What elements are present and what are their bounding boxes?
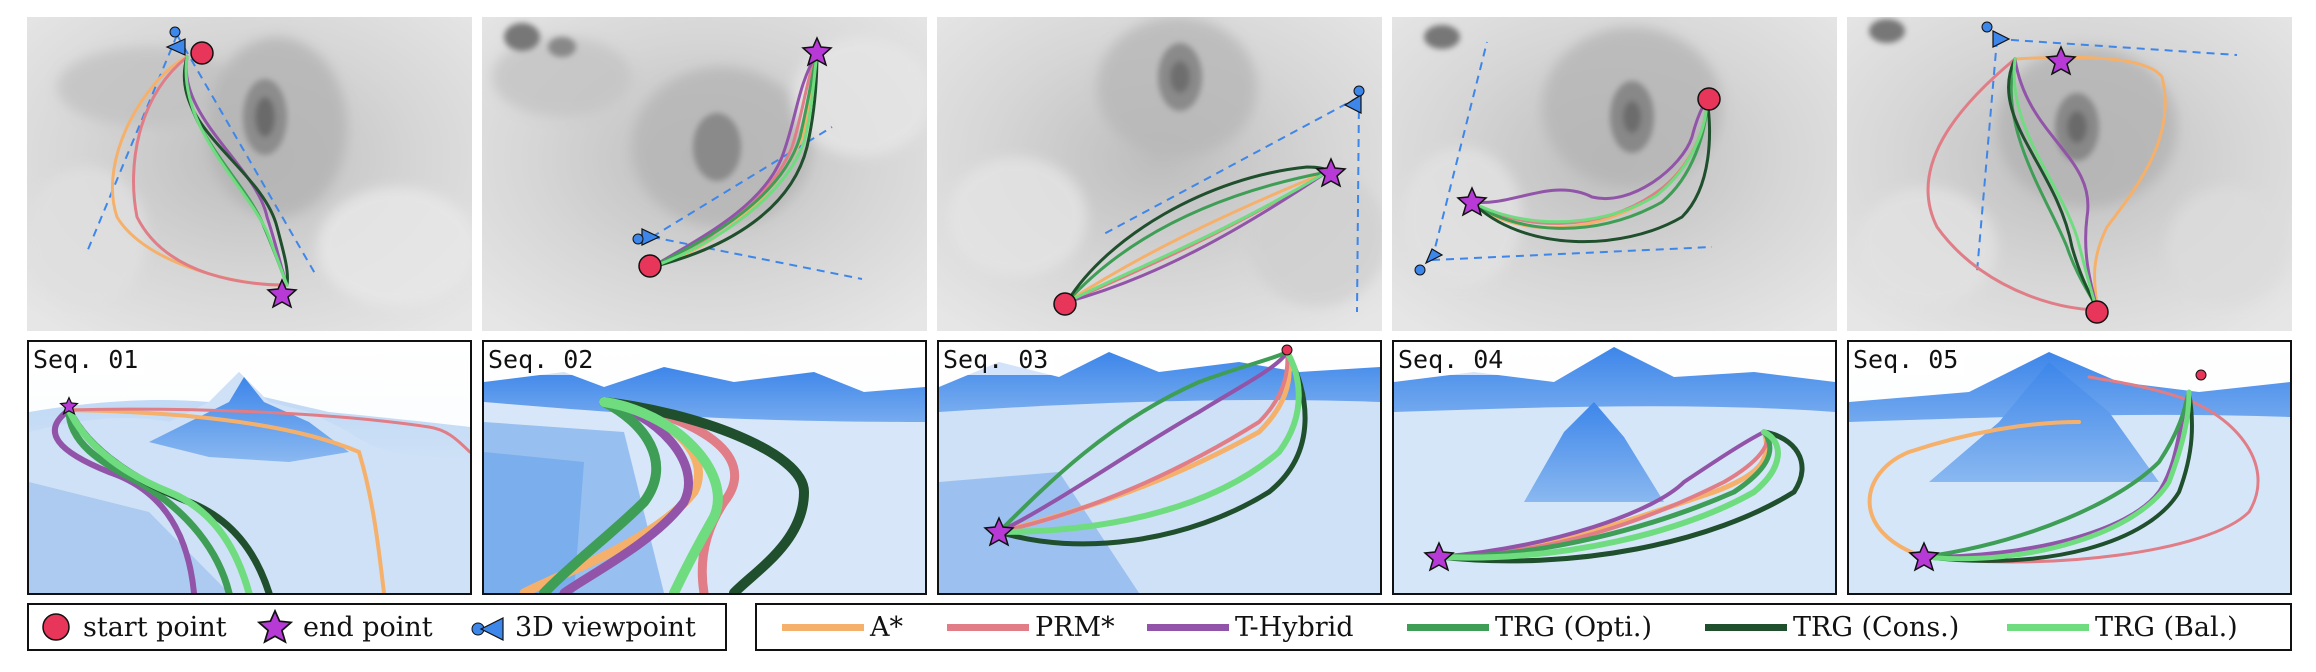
legend-line — [1705, 623, 1787, 631]
viewpoint-icon — [165, 26, 186, 56]
legend-label: TRG (Cons.) — [1793, 611, 1960, 643]
legend-label: 3D viewpoint — [515, 611, 696, 643]
map-panel-seq-05 — [1847, 17, 2292, 331]
legend-label: end point — [303, 611, 433, 643]
viewpoint-icon — [632, 228, 661, 246]
legend-item-trg-bal: TRG (Bal.) — [2007, 605, 2238, 649]
view-frustum-lines — [1431, 41, 1713, 261]
view3d-panel-seq-03: Seq. 03 — [937, 340, 1382, 595]
legend-line — [1147, 623, 1229, 631]
paths — [1470, 97, 1711, 244]
viewpoint-icon — [1414, 248, 1444, 276]
map-panel-seq-01 — [27, 17, 472, 331]
paths — [650, 51, 819, 269]
start-point-icon — [1697, 87, 1721, 111]
paths — [1926, 55, 2167, 311]
viewpoint-icon — [471, 617, 504, 641]
sequence-label: Seq. 05 — [1851, 343, 1965, 375]
map-panel-seq-04 — [1392, 17, 1837, 331]
view3d-panel-seq-05: Seq. 05 — [1847, 340, 2292, 595]
legend-item-viewpoint: 3D viewpoint — [471, 605, 696, 649]
view-frustum-lines — [1976, 38, 2238, 273]
markers-legend: start point end point 3D viewpoint — [27, 603, 727, 651]
map-panel-seq-02 — [482, 17, 927, 331]
start-point-icon — [2195, 369, 2207, 381]
paths — [519, 397, 810, 593]
legend-item-start-point: start point — [39, 605, 227, 649]
legend-label: PRM* — [1035, 611, 1115, 643]
legend-item-t-hybrid: T-Hybrid — [1147, 605, 1354, 649]
sequence-label: Seq. 01 — [31, 343, 145, 375]
legend-item-end-point: end point — [257, 605, 433, 649]
start-point-icon — [2085, 300, 2109, 324]
paths — [111, 55, 289, 287]
legend-line — [2007, 623, 2089, 631]
legend-label: TRG (Opti.) — [1495, 611, 1653, 643]
legend-item-trg-cons: TRG (Cons.) — [1705, 605, 1959, 649]
viewpoint-icon — [1343, 85, 1365, 114]
paths — [52, 406, 470, 593]
legend-item-prm: PRM* — [947, 605, 1115, 649]
start-point-icon — [42, 613, 70, 641]
view3d-panel-seq-04: Seq. 04 — [1392, 340, 1837, 595]
methods-legend: A* PRM* T-Hybrid TRG (Opti.) TRG (Cons.)… — [755, 603, 2292, 651]
viewpoint-icon — [1981, 21, 2011, 48]
sequence-label: Seq. 03 — [941, 343, 1055, 375]
legend-item-trg-opti: TRG (Opti.) — [1407, 605, 1652, 649]
start-point-icon — [190, 41, 214, 65]
view-frustum-lines — [86, 34, 318, 278]
map-panel-seq-03 — [937, 17, 1382, 331]
sequence-label: Seq. 02 — [486, 343, 600, 375]
legend-label: T-Hybrid — [1235, 611, 1354, 643]
paths — [1436, 429, 1805, 564]
start-point-icon — [1281, 344, 1293, 356]
start-point-icon — [638, 254, 662, 278]
paths — [996, 349, 1308, 547]
view-frustum-lines — [1101, 96, 1360, 313]
paths — [1867, 375, 2260, 564]
legend-label: A* — [870, 611, 903, 643]
end-point-icon — [258, 610, 292, 643]
sequence-label: Seq. 04 — [1396, 343, 1510, 375]
view3d-panel-seq-01: Seq. 01 — [27, 340, 472, 595]
start-point-icon — [1053, 292, 1077, 316]
legend-item-astar: A* — [782, 605, 903, 649]
legend-line — [947, 623, 1029, 631]
legend-line — [782, 623, 864, 631]
legend-label: TRG (Bal.) — [2095, 611, 2238, 643]
view3d-panel-seq-02: Seq. 02 — [482, 340, 927, 595]
legend-line — [1407, 623, 1489, 631]
legend-label: start point — [83, 611, 227, 643]
